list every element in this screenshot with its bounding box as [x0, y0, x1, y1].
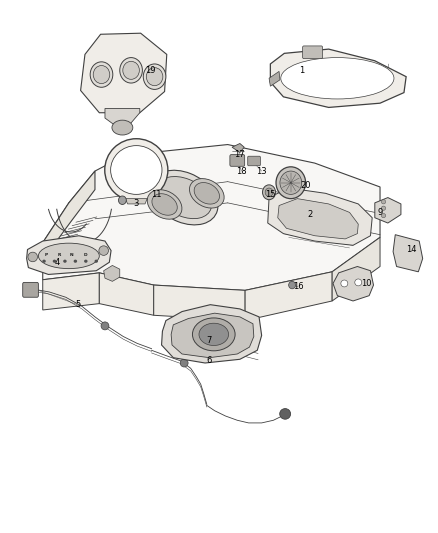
Text: P: P [44, 253, 47, 257]
Ellipse shape [120, 58, 142, 83]
Text: 9: 9 [378, 208, 383, 217]
Polygon shape [375, 198, 401, 223]
Ellipse shape [157, 176, 212, 219]
Ellipse shape [90, 62, 113, 87]
Ellipse shape [93, 66, 110, 84]
Polygon shape [125, 199, 147, 204]
Ellipse shape [147, 190, 182, 219]
FancyBboxPatch shape [303, 46, 322, 59]
Text: 14: 14 [406, 245, 417, 254]
Text: 10: 10 [361, 279, 371, 288]
FancyBboxPatch shape [23, 282, 39, 297]
Ellipse shape [281, 58, 394, 99]
Ellipse shape [194, 183, 219, 204]
Text: 17: 17 [235, 150, 245, 159]
Text: 13: 13 [256, 166, 267, 175]
FancyBboxPatch shape [230, 155, 245, 166]
Ellipse shape [280, 171, 302, 195]
Text: 15: 15 [265, 190, 276, 199]
Polygon shape [333, 266, 374, 301]
Polygon shape [171, 313, 254, 358]
Ellipse shape [123, 61, 139, 79]
Ellipse shape [28, 252, 38, 262]
Polygon shape [105, 109, 140, 124]
Ellipse shape [53, 260, 56, 263]
Text: 20: 20 [301, 181, 311, 190]
Polygon shape [99, 273, 154, 316]
Ellipse shape [152, 193, 177, 215]
Text: 6: 6 [207, 357, 212, 366]
Ellipse shape [84, 260, 88, 263]
Polygon shape [104, 265, 120, 281]
Text: 16: 16 [293, 282, 304, 291]
Ellipse shape [180, 359, 188, 367]
Ellipse shape [192, 318, 235, 351]
Polygon shape [393, 235, 423, 272]
Polygon shape [81, 33, 167, 113]
Ellipse shape [143, 64, 166, 90]
Ellipse shape [146, 68, 163, 86]
Text: 11: 11 [151, 190, 161, 199]
Text: 3: 3 [134, 199, 139, 208]
Polygon shape [43, 273, 99, 310]
Polygon shape [162, 305, 261, 363]
Text: 2: 2 [308, 210, 313, 219]
Ellipse shape [262, 185, 276, 200]
Polygon shape [43, 171, 95, 257]
Text: D: D [83, 253, 87, 257]
Ellipse shape [112, 120, 133, 135]
Ellipse shape [39, 243, 99, 269]
Text: N: N [70, 253, 74, 257]
Polygon shape [27, 236, 111, 274]
Ellipse shape [101, 322, 109, 330]
Polygon shape [43, 144, 380, 290]
Ellipse shape [118, 196, 126, 205]
Ellipse shape [276, 167, 306, 199]
Ellipse shape [99, 246, 109, 255]
Text: 5: 5 [75, 300, 80, 309]
Polygon shape [268, 188, 372, 245]
Polygon shape [245, 272, 332, 320]
Text: 1: 1 [299, 66, 304, 75]
Polygon shape [278, 199, 358, 239]
Ellipse shape [381, 200, 386, 204]
Ellipse shape [280, 409, 290, 419]
Text: 4: 4 [54, 258, 60, 266]
Ellipse shape [199, 323, 229, 345]
Text: 7: 7 [207, 336, 212, 345]
Ellipse shape [289, 281, 296, 289]
Ellipse shape [111, 146, 162, 195]
Ellipse shape [74, 260, 77, 263]
Text: R: R [57, 253, 60, 257]
Ellipse shape [381, 206, 386, 211]
FancyBboxPatch shape [248, 156, 260, 166]
Polygon shape [232, 143, 244, 152]
Polygon shape [154, 285, 245, 320]
Ellipse shape [355, 279, 362, 286]
Ellipse shape [265, 188, 273, 197]
Text: 19: 19 [145, 66, 155, 75]
Ellipse shape [95, 260, 98, 263]
Ellipse shape [190, 179, 224, 208]
Polygon shape [269, 71, 280, 86]
Ellipse shape [42, 260, 46, 263]
Ellipse shape [105, 139, 168, 201]
Ellipse shape [341, 280, 348, 287]
Text: 18: 18 [237, 166, 247, 175]
Ellipse shape [63, 260, 67, 263]
Ellipse shape [151, 170, 218, 225]
Polygon shape [332, 237, 380, 301]
Polygon shape [270, 49, 406, 108]
Ellipse shape [381, 214, 386, 217]
